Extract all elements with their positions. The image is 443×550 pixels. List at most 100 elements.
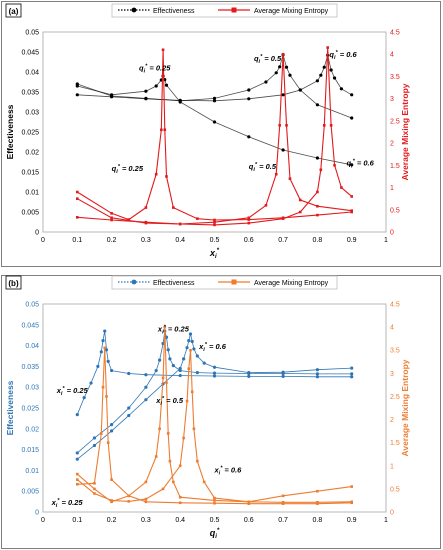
- y-right-tick-label: 2: [390, 417, 394, 424]
- x-tick-label: 0.2: [107, 517, 117, 524]
- entropy-point: [285, 124, 288, 127]
- x-tick-label: 0.7: [278, 237, 288, 244]
- entropy-point: [110, 500, 113, 504]
- y-left-tick-label: 0.035: [21, 90, 39, 97]
- effectiveness-point: [350, 366, 354, 370]
- panel-label-box: [5, 275, 22, 290]
- effectiveness-point: [315, 156, 319, 160]
- effectiveness-point: [339, 87, 344, 91]
- x-tick-label: 0: [41, 517, 45, 524]
- entropy-point: [350, 195, 353, 198]
- y-left-tick-label: 0.045: [21, 322, 39, 329]
- entropy-point: [165, 175, 168, 178]
- entropy-point: [178, 495, 182, 499]
- entropy-series-line-x05: [76, 327, 352, 503]
- entropy-point: [281, 217, 285, 220]
- entropy-point: [185, 399, 189, 403]
- entropy-point: [329, 124, 333, 127]
- effectiveness-point: [288, 73, 292, 77]
- y-left-tick-label: 0.02: [25, 150, 39, 157]
- entropy-series-line-q025: [77, 49, 352, 221]
- entropy-point: [202, 480, 206, 484]
- entropy-point: [350, 210, 353, 214]
- annotation-label: xi* = 0.6: [198, 342, 227, 353]
- entropy-point: [163, 325, 167, 329]
- y-right-tick-label: 3.5: [390, 348, 400, 355]
- effectiveness-point: [195, 371, 199, 375]
- entropy-point: [298, 210, 302, 214]
- annotation-label: qi* = 0.25: [139, 63, 171, 74]
- entropy-point: [333, 164, 336, 167]
- effectiveness-point: [281, 148, 285, 152]
- y-left-axis-title: Effectiveness: [5, 104, 15, 159]
- effectiveness-point: [315, 103, 319, 107]
- effectiveness-point: [178, 366, 182, 371]
- effectiveness-point: [195, 354, 199, 358]
- entropy-point: [281, 502, 285, 505]
- entropy-point: [247, 500, 251, 504]
- effectiveness-point: [168, 357, 172, 361]
- y-left-tick-label: 0: [35, 230, 39, 237]
- annotation-label: xi* = 0.25: [56, 386, 89, 397]
- y-right-tick-label: 2.5: [390, 118, 400, 125]
- x-tick-label: 0.8: [313, 517, 323, 524]
- entropy-point: [316, 502, 319, 505]
- effectiveness-point: [178, 98, 182, 102]
- effectiveness-point: [350, 372, 354, 376]
- entropy-point: [110, 499, 113, 502]
- annotation-label: qi* = 0.5: [254, 54, 282, 65]
- panel-a-frame: [1, 1, 441, 267]
- entropy-point: [93, 487, 96, 491]
- entropy-point: [213, 218, 216, 222]
- y-left-tick-label: 0.01: [25, 468, 39, 475]
- x-tick-label: 0.3: [141, 237, 151, 244]
- entropy-point: [105, 395, 108, 398]
- entropy-point: [298, 198, 302, 202]
- effectiveness-point: [75, 457, 79, 461]
- y-left-tick-label: 0.045: [21, 50, 39, 57]
- y-left-tick-label: 0.04: [25, 70, 39, 77]
- y-right-tick-label: 1.5: [390, 163, 400, 170]
- annotation-label: qi* = 0.6: [347, 159, 375, 170]
- effectiveness-point: [171, 363, 175, 368]
- effectiveness-point: [96, 364, 100, 368]
- x-axis-title-main: q: [210, 528, 216, 538]
- legend-entropy-label: Average Mixing Entropy: [254, 8, 329, 15]
- effectiveness-point: [99, 350, 103, 354]
- entropy-point: [168, 459, 172, 463]
- entropy-point: [281, 52, 285, 56]
- entropy-point: [213, 499, 216, 502]
- annotation-label: qi* = 0.6: [329, 50, 357, 61]
- effectiveness-series-line-x05: [77, 330, 352, 454]
- effectiveness-point: [110, 423, 114, 427]
- y-left-tick-label: 0.015: [21, 447, 39, 454]
- annotation-label: qi* = 0.25: [112, 164, 144, 175]
- effectiveness-point: [319, 73, 323, 77]
- x-tick-label: 0.9: [347, 237, 357, 244]
- plot-area: [42, 303, 387, 513]
- y-right-tick-label: 4: [390, 52, 394, 59]
- entropy-point: [213, 220, 216, 224]
- effectiveness-point: [144, 398, 148, 402]
- effectiveness-point: [315, 79, 319, 83]
- effectiveness-point: [212, 365, 217, 369]
- effectiveness-point: [89, 381, 93, 385]
- effectiveness-point: [127, 371, 131, 376]
- effectiveness-point: [247, 97, 251, 101]
- effectiveness-point: [281, 93, 285, 97]
- x-tick-label: 0.8: [313, 237, 323, 244]
- entropy-point: [110, 478, 113, 481]
- effectiveness-point: [164, 83, 169, 87]
- entropy-point: [274, 172, 278, 176]
- x-axis-title-sup: *: [217, 248, 220, 254]
- panel-label: (a): [9, 7, 19, 16]
- x-axis-title: qi*: [210, 528, 220, 540]
- y-right-tick-label: 2: [390, 141, 394, 148]
- entropy-point: [247, 502, 251, 505]
- x-tick-label: 0.4: [175, 517, 185, 524]
- y-left-tick-label: 0.05: [25, 30, 39, 37]
- y-right-axis-title: Average Mixing Entropy: [400, 83, 410, 180]
- effectiveness-point: [82, 396, 86, 400]
- x-axis-title-sub: i: [215, 254, 217, 260]
- y-left-tick-label: 0.04: [25, 343, 39, 350]
